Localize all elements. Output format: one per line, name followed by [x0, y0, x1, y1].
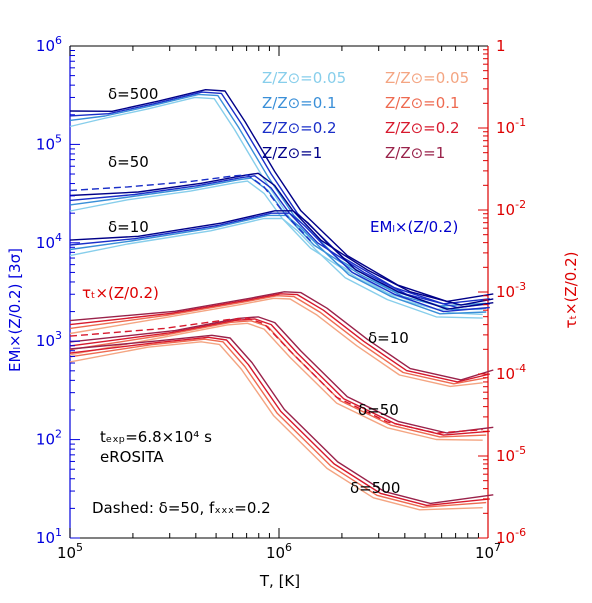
em-curve-delta-10	[69, 212, 490, 313]
tau-curve-delta-50	[69, 316, 494, 434]
y-tick-label-right: 10-3	[496, 280, 526, 301]
em-curve-delta-10	[69, 217, 483, 319]
tau-curve-delta-50-dashed	[69, 317, 483, 434]
delta-label-tau-10: δ=10	[368, 329, 409, 347]
tau-curve-delta-10	[69, 295, 487, 385]
texp-note: tₑₓₚ=6.8×10⁴ s	[100, 428, 212, 446]
y-tick-label-left: 104	[36, 231, 62, 252]
axis-ticks: 105 106 107 101 102 103 104 105 106 10-6 10-5 10-4 1…	[36, 34, 526, 562]
y-axis-label-right: τₜ×(Z/0.2)	[562, 252, 580, 329]
em-curve-delta-50	[69, 172, 494, 306]
y-tick-label-left: 101	[36, 526, 62, 547]
tau-curve-delta-10	[69, 297, 483, 388]
delta-label-em-50: δ=50	[108, 153, 149, 171]
tau-curve-delta-10	[69, 293, 490, 383]
em-curve-delta-500	[69, 88, 494, 303]
tau-label: τₜ×(Z/0.2)	[82, 284, 159, 302]
tau-curves	[69, 291, 494, 511]
legend-em-item: Z/Z⊙=0.1	[262, 94, 337, 112]
legend-em-item: Z/Z⊙=0.05	[262, 69, 346, 87]
instrument-note: eROSITA	[100, 448, 164, 466]
em-curves	[69, 88, 494, 319]
tau-curve-delta-50	[69, 320, 487, 438]
y-tick-label-right: 1	[496, 37, 506, 55]
tau-curve-delta-500	[69, 334, 494, 505]
em-curve-delta-10	[69, 214, 487, 315]
em-curve-delta-10	[69, 210, 494, 310]
em-curve-delta-50	[69, 177, 487, 311]
tau-curve-delta-500	[69, 336, 490, 507]
y-tick-label-left: 106	[36, 34, 62, 55]
delta-label-tau-500: δ=500	[350, 479, 400, 497]
y-tick-label-right: 10-1	[496, 116, 526, 137]
delta-label-em-10: δ=10	[108, 218, 149, 236]
legend-tau-item: Z/Z⊙=0.05	[385, 69, 469, 87]
y-tick-label-right: 10-2	[496, 198, 526, 219]
legend-em-item: Z/Z⊙=1	[262, 144, 322, 162]
x-tick-label: 106	[266, 541, 292, 562]
legend-tau-item: Z/Z⊙=0.2	[385, 119, 460, 137]
y-tick-label-left: 105	[36, 132, 62, 153]
y-tick-label-right: 10-5	[496, 444, 526, 465]
tau-curve-delta-10	[69, 291, 494, 381]
tau-curve-delta-50	[69, 322, 483, 441]
x-tick-label: 107	[475, 541, 501, 562]
em-label: EMₗ×(Z/0.2)	[370, 218, 458, 236]
legend-tau-item: Z/Z⊙=0.1	[385, 94, 460, 112]
y-tick-label-right: 10-4	[496, 362, 526, 383]
em-curve-delta-50	[69, 175, 490, 309]
tau-curve-delta-500	[69, 341, 483, 511]
tau-curve-delta-50	[69, 318, 490, 436]
y-tick-label-left: 103	[36, 329, 62, 350]
delta-label-em-500: δ=500	[108, 85, 158, 103]
tau-curve-delta-500	[69, 338, 487, 508]
dashed-note: Dashed: δ=50, fₓₓₓ=0.2	[92, 499, 271, 517]
em-curve-delta-500	[69, 96, 483, 311]
y-tick-label-right: 10-6	[496, 526, 526, 547]
x-axis-label: T, [K]	[259, 572, 300, 590]
y-tick-label-left: 102	[36, 428, 62, 449]
legend-em: Z/Z⊙=0.05 Z/Z⊙=0.1 Z/Z⊙=0.2 Z/Z⊙=1	[262, 69, 346, 162]
x-tick-label: 105	[57, 541, 83, 562]
delta-label-tau-50: δ=50	[358, 401, 399, 419]
legend-tau-item: Z/Z⊙=1	[385, 144, 445, 162]
legend-tau: Z/Z⊙=0.05 Z/Z⊙=0.1 Z/Z⊙=0.2 Z/Z⊙=1	[385, 69, 469, 162]
em-curve-delta-50-dashed	[69, 174, 312, 242]
legend-em-item: Z/Z⊙=0.2	[262, 119, 337, 137]
y-axis-label-left: EMₗ×(Z/0.2) [3σ]	[6, 248, 24, 372]
em-curve-delta-500	[69, 91, 490, 305]
